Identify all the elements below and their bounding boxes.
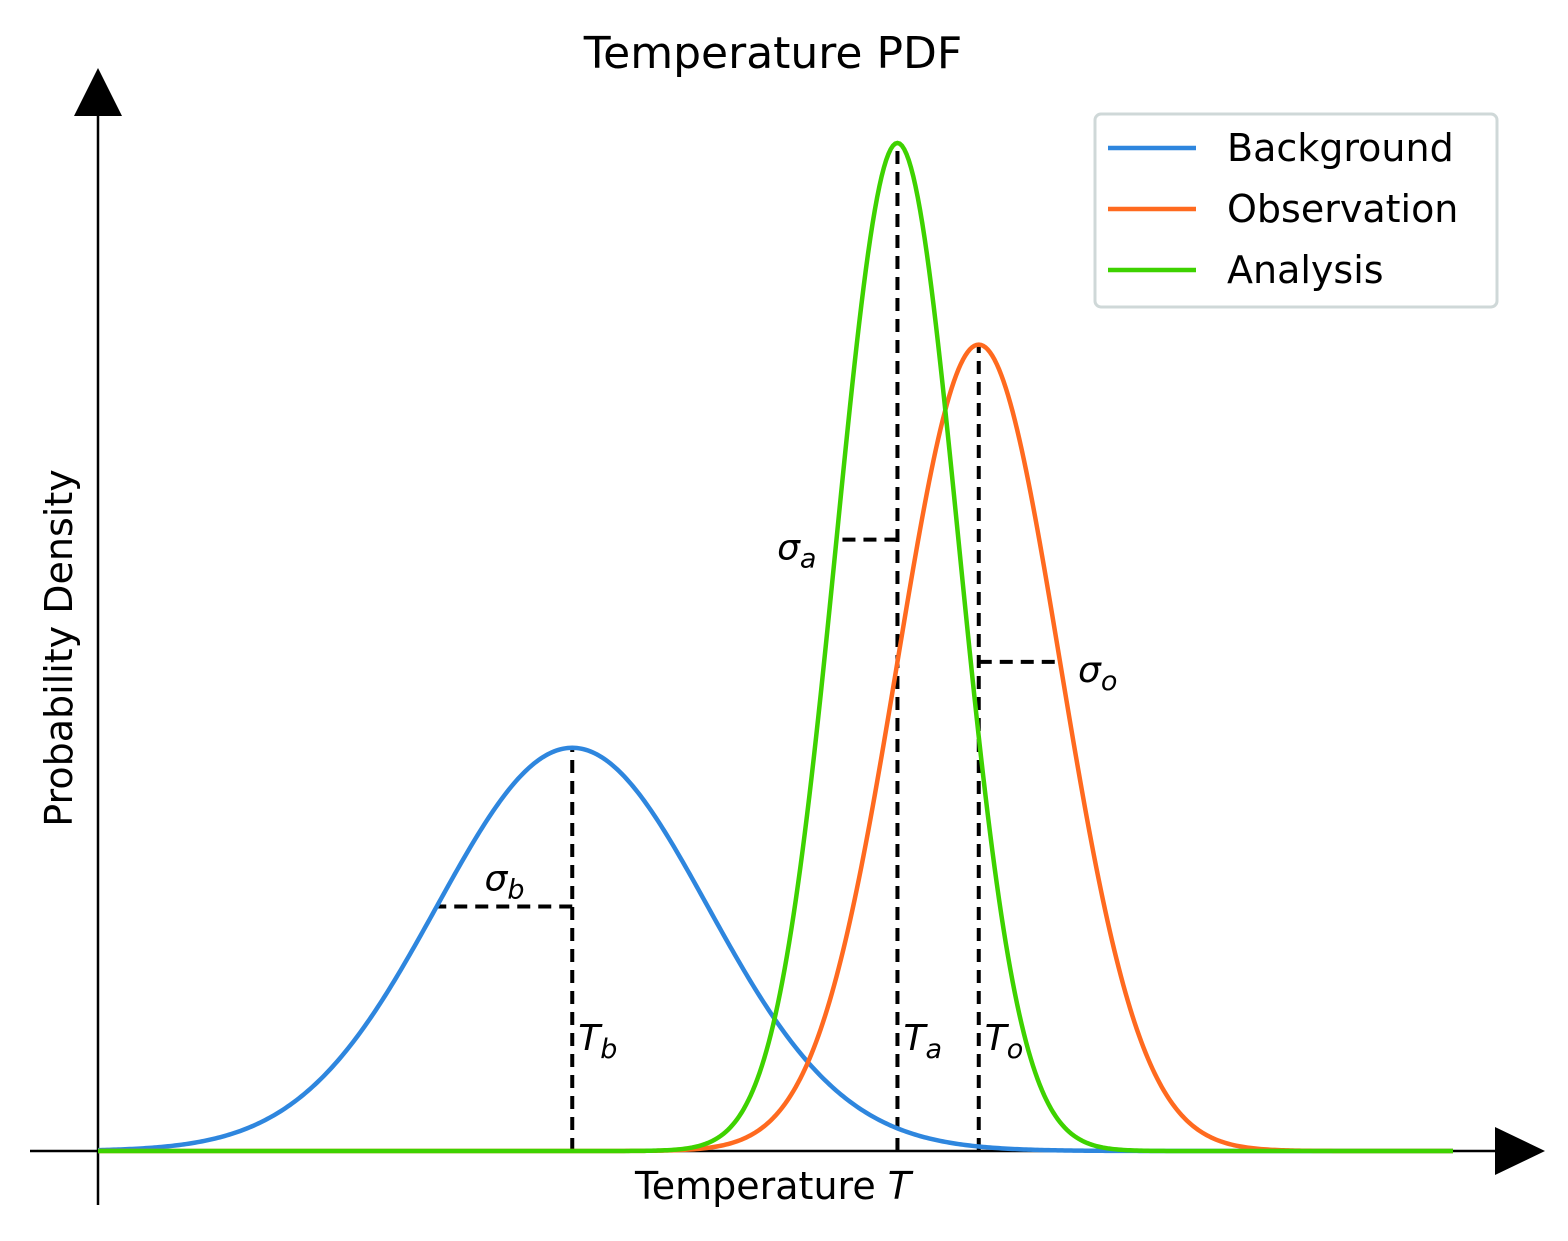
legend-frame [1093, 112, 1499, 309]
chart-title: Temperature PDF [583, 28, 962, 79]
sigma-label-base: σ [1078, 650, 1102, 691]
sigma-label-b: σb [485, 858, 525, 905]
x-axis-label: Temperature T [634, 1164, 914, 1208]
mean-label-b: Tb [578, 1018, 617, 1065]
sigma-label-sub: a [800, 544, 817, 575]
mean-label-o: To [985, 1018, 1024, 1065]
sigma-label-base: σ [485, 858, 509, 899]
mean-label-a: Ta [903, 1018, 942, 1065]
mean-label-base: T [985, 1018, 1010, 1059]
sigma-label-sub: b [507, 874, 524, 905]
series-line-analysis [98, 140, 1453, 1154]
legend-label-observation: Observation [1227, 187, 1458, 231]
sigma-label-base: σ [777, 528, 801, 569]
mean-label-sub: a [925, 1034, 942, 1065]
mean-label-sub: b [600, 1034, 617, 1065]
legend-label-background: Background [1227, 126, 1454, 170]
y-axis-label: Probability Density [37, 469, 81, 826]
sigma-label-a: σa [777, 528, 816, 575]
mean-label-sub: o [1007, 1034, 1024, 1065]
mean-lines [570, 143, 981, 1151]
series-line-background [97, 745, 1453, 1154]
legend: Background Observation Analysis [1093, 112, 1499, 309]
y-axis-arrow-icon [74, 68, 122, 116]
x-axis-label-text: Temperature [634, 1164, 876, 1208]
legend-items: Background Observation Analysis [1108, 126, 1458, 292]
series-line-observation [98, 342, 1453, 1154]
sigma-label-sub: o [1101, 666, 1118, 697]
series-curves [97, 140, 1453, 1154]
sigma-lines [436, 537, 1061, 909]
mean-label-base: T [578, 1018, 603, 1059]
mean-label-base: T [903, 1018, 928, 1059]
x-axis-arrow-icon [1495, 1127, 1545, 1175]
legend-label-analysis: Analysis [1227, 248, 1384, 292]
x-axis-label-symbol: T [888, 1164, 914, 1208]
sigma-label-o: σo [1078, 650, 1117, 697]
